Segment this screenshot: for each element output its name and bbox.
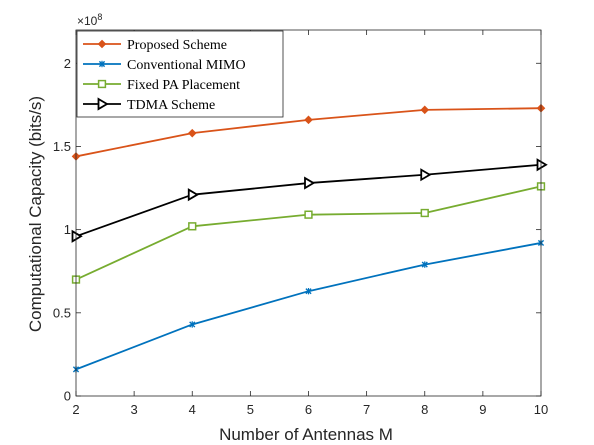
legend-label-3: TDMA Scheme <box>127 98 215 113</box>
x-tick-label-7: 9 <box>479 402 486 417</box>
y-axis-exponent-power: 8 <box>97 12 102 22</box>
data-point-s2-2 <box>304 210 313 219</box>
data-point-s3-0 <box>71 229 83 243</box>
data-point-s3-3 <box>420 168 432 182</box>
legend-label-1: Conventional MIMO <box>127 58 246 73</box>
data-point-s0-1 <box>187 128 197 138</box>
data-point-s0-2 <box>304 115 313 125</box>
series-3 <box>71 158 548 243</box>
legend-item-1: Conventional MIMO <box>83 58 246 73</box>
legend-item-2: Fixed PA Placement <box>83 78 240 93</box>
y-axis-exponent-base: ×10 <box>77 14 98 28</box>
x-tick-label-1: 3 <box>131 402 138 417</box>
data-point-s3-1 <box>187 188 200 202</box>
y-axis-exponent: ×108 <box>77 12 102 28</box>
data-point-s3-2 <box>304 176 316 190</box>
x-tick-label-4: 6 <box>305 402 312 417</box>
data-point-s3-4 <box>536 158 548 172</box>
y-tick-label-4: 2 <box>64 56 71 71</box>
y-tick-label-1: 0.5 <box>53 305 71 320</box>
legend-marker-2 <box>97 79 107 89</box>
x-tick-label-6: 8 <box>421 402 428 417</box>
data-point-s1-1 <box>189 321 196 328</box>
x-tick-label-8: 10 <box>534 402 548 417</box>
legend-marker-3 <box>97 97 109 111</box>
legend: Proposed Scheme Conventional MIMO Fixed PA… <box>76 30 284 118</box>
series-layer <box>71 103 548 373</box>
data-point-s1-3 <box>421 261 428 268</box>
y-axis-label: Computational Capacity (bits/s) <box>26 96 45 332</box>
x-axis-label: Number of Antennas M <box>219 425 393 444</box>
legend-marker-1 <box>98 60 106 68</box>
y-tick-label-3: 1.5 <box>53 139 71 154</box>
x-tick-label-3: 5 <box>247 402 254 417</box>
legend-marker-0 <box>97 39 107 49</box>
x-tick-label-2: 4 <box>189 402 196 417</box>
series-0 <box>71 103 546 161</box>
data-point-s2-1 <box>188 222 197 231</box>
data-point-s1-2 <box>305 287 312 295</box>
y-tick-label-0: 0 <box>64 389 71 404</box>
ticks-layer: 2 3 4 5 6 7 8 9 10 0 0.5 1 1.5 2 <box>53 30 548 417</box>
legend-item-3: TDMA Scheme <box>83 97 215 113</box>
legend-label-2: Fixed PA Placement <box>127 78 240 93</box>
y-tick-label-2: 1 <box>64 222 71 237</box>
legend-label-0: Proposed Scheme <box>127 38 227 53</box>
x-tick-label-5: 7 <box>363 402 370 417</box>
legend-item-0: Proposed Scheme <box>83 38 227 53</box>
data-point-s2-3 <box>420 208 429 218</box>
legend-box <box>76 30 284 118</box>
x-tick-label-0: 2 <box>72 402 79 417</box>
data-point-s0-3 <box>420 105 430 115</box>
